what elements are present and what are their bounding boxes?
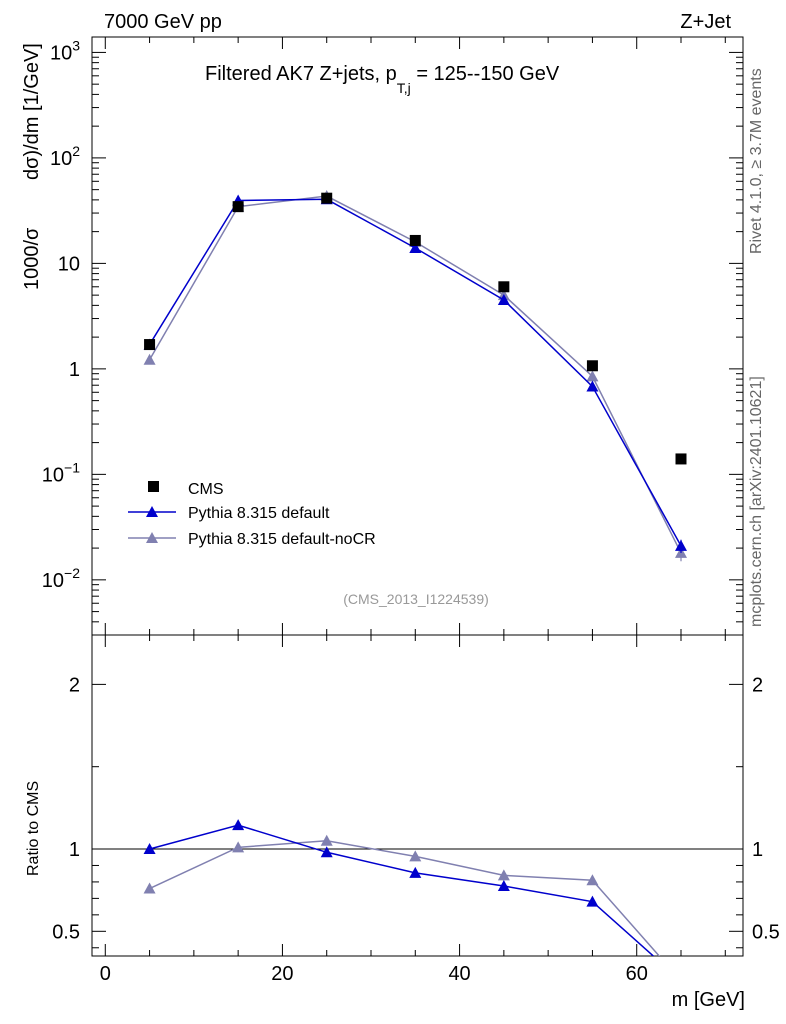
legend-cms-label: CMS <box>188 481 224 498</box>
legend-nocr-marker <box>146 532 158 543</box>
mcplots-label: mcplots.cern.ch [arXiv:2401.10621] <box>748 376 765 627</box>
x-tick-label: 20 <box>271 963 293 985</box>
pythia-ratio-point <box>409 866 422 878</box>
y-tick-label: 103 <box>50 37 80 64</box>
plot-title: Filtered AK7 Z+jets, pT,j = 125--150 GeV <box>205 63 560 96</box>
ratio-tick-label-left: 2 <box>69 674 80 696</box>
rivet-version-label: Rivet 4.1.0, ≥ 3.7M events <box>748 68 765 254</box>
cms-point <box>409 234 421 246</box>
legend-pythia-marker <box>146 506 158 517</box>
nocr-ratio-line <box>149 840 661 956</box>
main-series <box>143 190 687 562</box>
ratio-tick-label-right: 2 <box>752 674 763 696</box>
y-tick-label: 1 <box>69 359 80 381</box>
ratio-panel-frame <box>91 634 744 957</box>
cms-point <box>144 339 156 351</box>
nocr-ratio-point <box>586 874 599 886</box>
legend-nocr-label: Pythia 8.315 default-noCR <box>188 531 376 548</box>
svg-text:dσ)/dm [1/GeV]: dσ)/dm [1/GeV] <box>21 43 43 180</box>
nocr-ratio-point <box>320 834 333 846</box>
nocr-ratio-point <box>232 841 245 853</box>
legend: CMS Pythia 8.315 default Pythia 8.315 de… <box>128 481 376 548</box>
pythia-ratio-point <box>143 843 156 854</box>
svg-text:1000/σ: 1000/σ <box>21 227 43 290</box>
analysis-id: (CMS_2013_I1224539) <box>343 591 489 607</box>
nocr-ratio-point <box>409 850 422 862</box>
ratio-tick-label-right: 1 <box>752 839 763 861</box>
y-tick-label: 10−1 <box>42 459 80 486</box>
pythia-point <box>497 293 510 305</box>
pythia-ratio-point <box>497 880 510 892</box>
cms-point <box>232 201 244 213</box>
y-axis-label: 1000/σ dσ)/dm [1/GeV] <box>21 43 43 290</box>
pythia-ratio-point <box>232 819 245 831</box>
ratio-clip-group <box>143 819 661 956</box>
cms-point <box>586 360 598 372</box>
cms-point <box>321 192 333 204</box>
ratio-tick-label-right: 0.5 <box>752 921 780 943</box>
cms-point <box>675 453 687 465</box>
nocr-point <box>586 370 599 382</box>
nocr-ratio-point <box>143 882 156 894</box>
y-tick-label: 10−2 <box>42 565 80 592</box>
y-tick-label: 10 <box>58 253 80 275</box>
ratio-axis-label: Ratio to CMS <box>25 781 42 876</box>
x-tick-label: 0 <box>100 963 111 985</box>
pythia-point <box>675 539 687 551</box>
ratio-tick-label-left: 1 <box>69 839 80 861</box>
nocr-ratio-point <box>497 869 510 881</box>
pythia-point <box>586 380 599 392</box>
cms-point <box>498 281 510 293</box>
x-tick-label: 60 <box>626 963 648 985</box>
header-right: Z+Jet <box>680 11 731 33</box>
ratio-tick-label-left: 0.5 <box>52 921 80 943</box>
pythia-point <box>409 241 422 253</box>
nocr-point <box>143 353 156 365</box>
ratio-series <box>143 819 661 956</box>
x-axis-label: m [GeV] <box>672 989 745 1011</box>
y-tick-label: 102 <box>50 143 80 170</box>
legend-pythia-label: Pythia 8.315 default <box>188 505 330 522</box>
header-left: 7000 GeV pp <box>104 11 222 33</box>
legend-cms-marker <box>148 481 159 492</box>
pythia-ratio-line <box>149 824 655 956</box>
x-tick-label: 40 <box>448 963 470 985</box>
pythia-ratio-point <box>320 846 333 858</box>
pythia-ratio-point <box>586 895 599 907</box>
